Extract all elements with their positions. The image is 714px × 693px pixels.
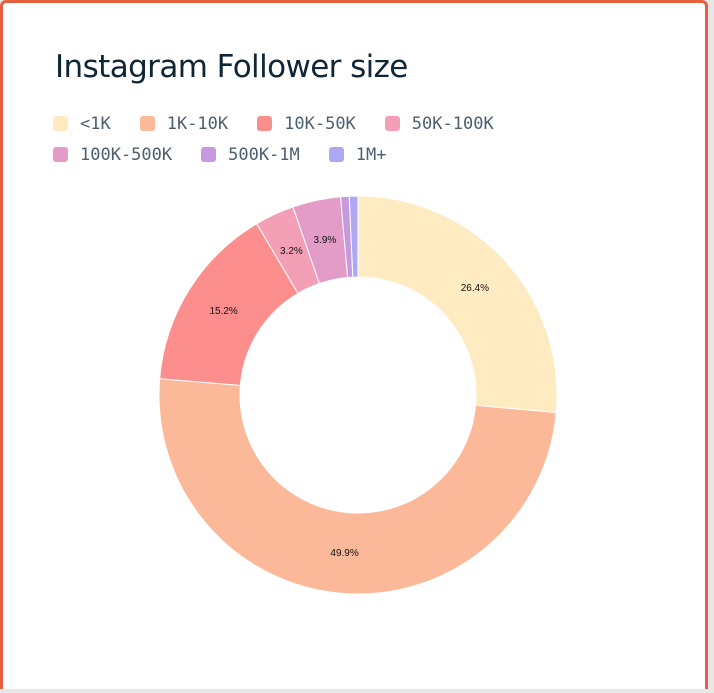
legend-swatch [328, 147, 344, 162]
legend-item[interactable]: 10K-50K [257, 113, 356, 134]
legend-label: 500K-1M [228, 144, 300, 165]
legend-swatch [257, 116, 273, 131]
slice-value-label: 3.2% [280, 246, 303, 257]
legend-item[interactable]: 100K-500K [53, 144, 172, 165]
legend-label: 1M+ [355, 144, 387, 165]
legend-label: <1K [80, 113, 111, 134]
legend-label: 10K-50K [284, 113, 356, 134]
legend-swatch [201, 147, 217, 162]
chart-legend: <1K 1K-10K 10K-50K 50K-100K 100K-500K 500K-1M… [53, 113, 613, 165]
donut-slice[interactable] [357, 195, 558, 414]
donut-slice[interactable] [158, 378, 557, 595]
legend-item[interactable]: <1K [53, 113, 111, 134]
legend-swatch [53, 147, 68, 162]
legend-item[interactable]: 1M+ [328, 144, 387, 165]
donut-slice[interactable] [348, 195, 359, 278]
legend-label: 100K-500K [80, 144, 173, 165]
legend-item[interactable]: 500K-1M [201, 144, 300, 165]
slice-value-label: 3.9% [313, 235, 336, 246]
chart-title: Instagram Follower size [55, 49, 408, 85]
legend-label: 50K-100K [411, 113, 494, 134]
legend-swatch [139, 116, 155, 131]
legend-swatch [53, 116, 68, 131]
slice-value-label: 26.4% [461, 283, 489, 294]
slice-value-label: 49.9% [330, 548, 358, 559]
slice-value-label: 15.2% [209, 306, 237, 317]
legend-item[interactable]: 1K-10K [139, 113, 229, 134]
legend-label: 1K-10K [166, 113, 229, 134]
legend-swatch [384, 116, 400, 131]
donut-chart: 26.4% 49.9% 15.2% 3.2% 3.9% [158, 195, 558, 595]
legend-item[interactable]: 50K-100K [384, 113, 494, 134]
